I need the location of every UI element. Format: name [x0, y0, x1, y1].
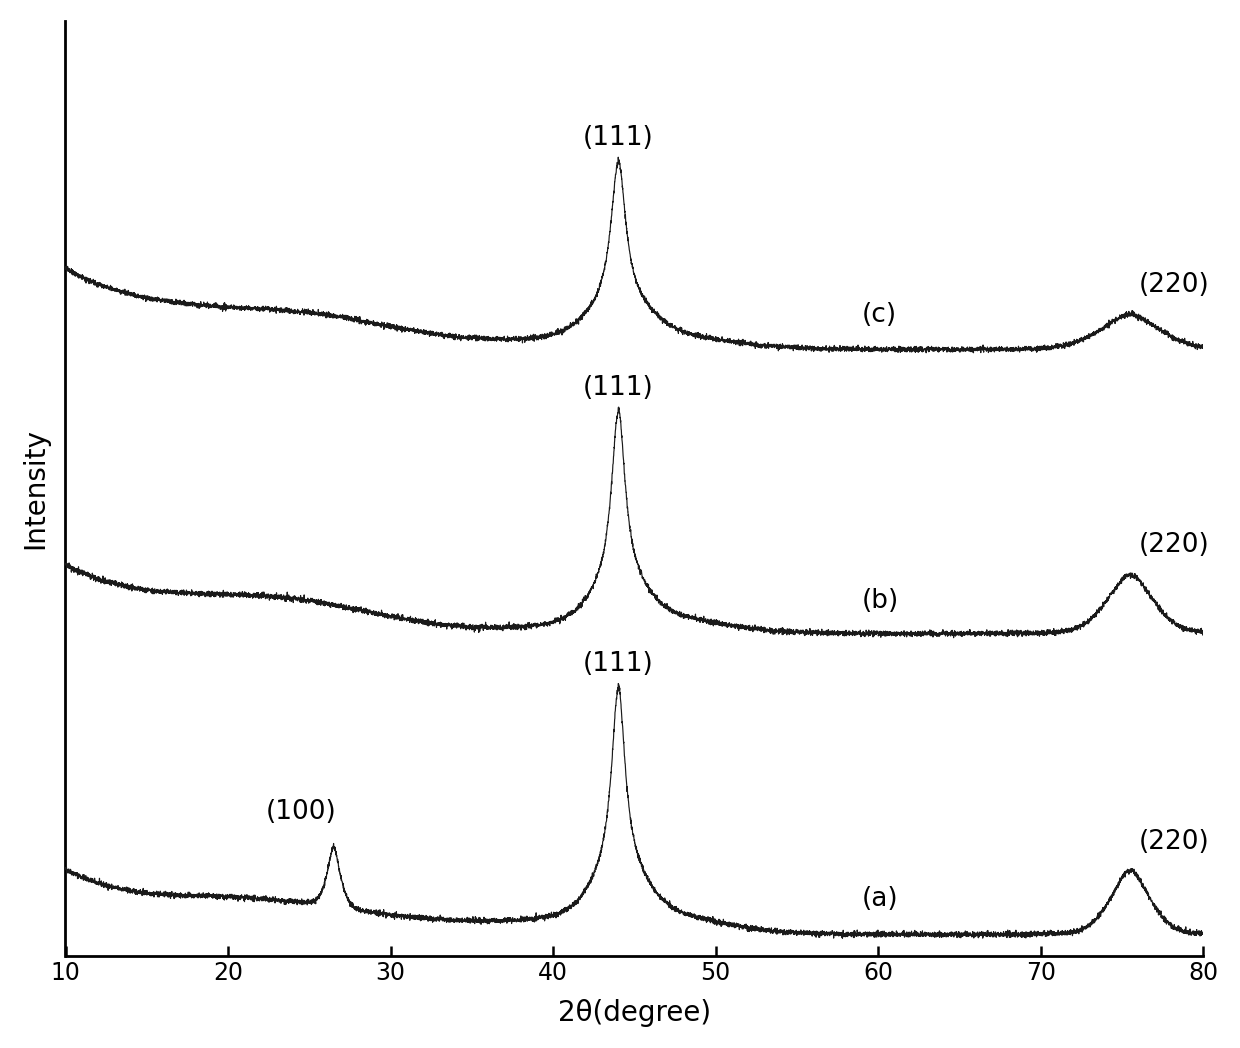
Y-axis label: Intensity: Intensity	[21, 429, 48, 549]
Text: (111): (111)	[583, 125, 653, 151]
Text: (b): (b)	[862, 588, 899, 614]
Text: (a): (a)	[862, 887, 899, 913]
X-axis label: 2θ(degree): 2θ(degree)	[558, 999, 711, 1027]
Text: (220): (220)	[1138, 272, 1209, 299]
Text: (100): (100)	[265, 800, 336, 825]
Text: (220): (220)	[1138, 829, 1209, 854]
Text: (c): (c)	[862, 302, 897, 328]
Text: (111): (111)	[583, 375, 653, 401]
Text: (220): (220)	[1138, 531, 1209, 558]
Text: (111): (111)	[583, 651, 653, 677]
